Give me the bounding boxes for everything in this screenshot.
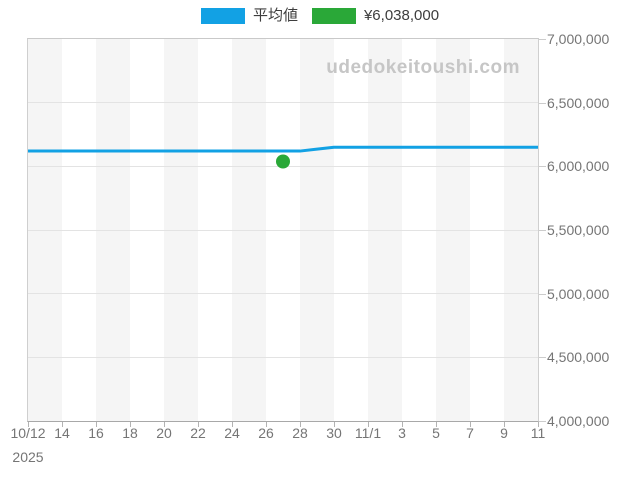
sale-point[interactable] bbox=[276, 154, 290, 169]
plot-area[interactable] bbox=[27, 38, 539, 422]
x-axis-label: 16 bbox=[88, 425, 104, 441]
x-tick bbox=[368, 422, 369, 427]
y-tick bbox=[539, 293, 546, 295]
x-tick bbox=[470, 422, 471, 427]
y-tick bbox=[539, 102, 546, 104]
legend-item-average[interactable]: 平均値 bbox=[200, 7, 298, 24]
chart-legend: 平均値 ¥6,038,000 bbox=[0, 8, 640, 24]
y-tick bbox=[539, 230, 546, 231]
x-tick bbox=[198, 422, 199, 427]
gridline bbox=[28, 229, 538, 231]
x-tick bbox=[130, 422, 131, 427]
x-axis-year-label: 2025 bbox=[12, 449, 44, 465]
gridline bbox=[28, 293, 538, 295]
x-tick bbox=[266, 422, 267, 427]
x-tick bbox=[164, 422, 165, 427]
x-tick bbox=[402, 422, 403, 427]
y-axis-label: 6,000,000 bbox=[547, 158, 610, 175]
x-axis-label: 28 bbox=[292, 425, 308, 441]
y-tick bbox=[539, 421, 546, 422]
chart-canvas bbox=[28, 145, 538, 169]
legend-value-sale: ¥6,038,000 bbox=[363, 7, 440, 24]
x-axis-label: 30 bbox=[326, 425, 342, 441]
x-tick bbox=[300, 422, 301, 427]
y-axis-label: 5,500,000 bbox=[547, 222, 610, 238]
x-tick bbox=[436, 422, 437, 427]
x-axis-label: 11/1 bbox=[354, 425, 382, 441]
y-tick bbox=[539, 39, 546, 40]
x-axis-label: 24 bbox=[224, 425, 240, 441]
x-axis-label: 7 bbox=[466, 425, 474, 441]
x-axis-label: 26 bbox=[258, 425, 274, 441]
average-line bbox=[28, 145, 538, 153]
x-tick bbox=[62, 422, 63, 427]
x-axis-label: 14 bbox=[54, 425, 70, 441]
x-axis-label: 9 bbox=[500, 425, 508, 441]
y-tick bbox=[539, 357, 546, 359]
y-tick bbox=[539, 166, 546, 168]
x-axis-label: 18 bbox=[122, 425, 138, 441]
legend-item-sale-price[interactable]: ¥6,038,000 bbox=[311, 7, 440, 24]
x-axis-label: 10/12 bbox=[10, 425, 46, 441]
gridline bbox=[28, 102, 538, 104]
x-tick bbox=[232, 422, 233, 427]
y-axis-label: 6,500,000 bbox=[547, 94, 610, 111]
x-tick bbox=[96, 422, 97, 427]
x-tick bbox=[334, 422, 335, 427]
x-axis-label: 11 bbox=[530, 425, 546, 441]
legend-swatch-sale-icon bbox=[311, 8, 356, 24]
x-tick bbox=[504, 422, 505, 427]
watermark: udedokeitoushi.com bbox=[326, 57, 520, 78]
x-tick bbox=[538, 422, 539, 427]
gridline bbox=[28, 356, 538, 358]
legend-label-average: 平均値 bbox=[252, 7, 298, 24]
y-axis-label: 7,000,000 bbox=[547, 31, 610, 47]
y-axis-label: 5,000,000 bbox=[547, 285, 610, 302]
x-axis-label: 20 bbox=[156, 425, 172, 441]
x-axis-label: 3 bbox=[398, 425, 406, 441]
x-axis-label: 5 bbox=[432, 425, 440, 441]
legend-swatch-average-icon bbox=[200, 8, 245, 24]
x-tick bbox=[28, 422, 29, 427]
x-axis-label: 22 bbox=[190, 425, 206, 441]
y-axis-label: 4,000,000 bbox=[547, 413, 610, 429]
y-axis-label: 4,500,000 bbox=[547, 349, 610, 366]
